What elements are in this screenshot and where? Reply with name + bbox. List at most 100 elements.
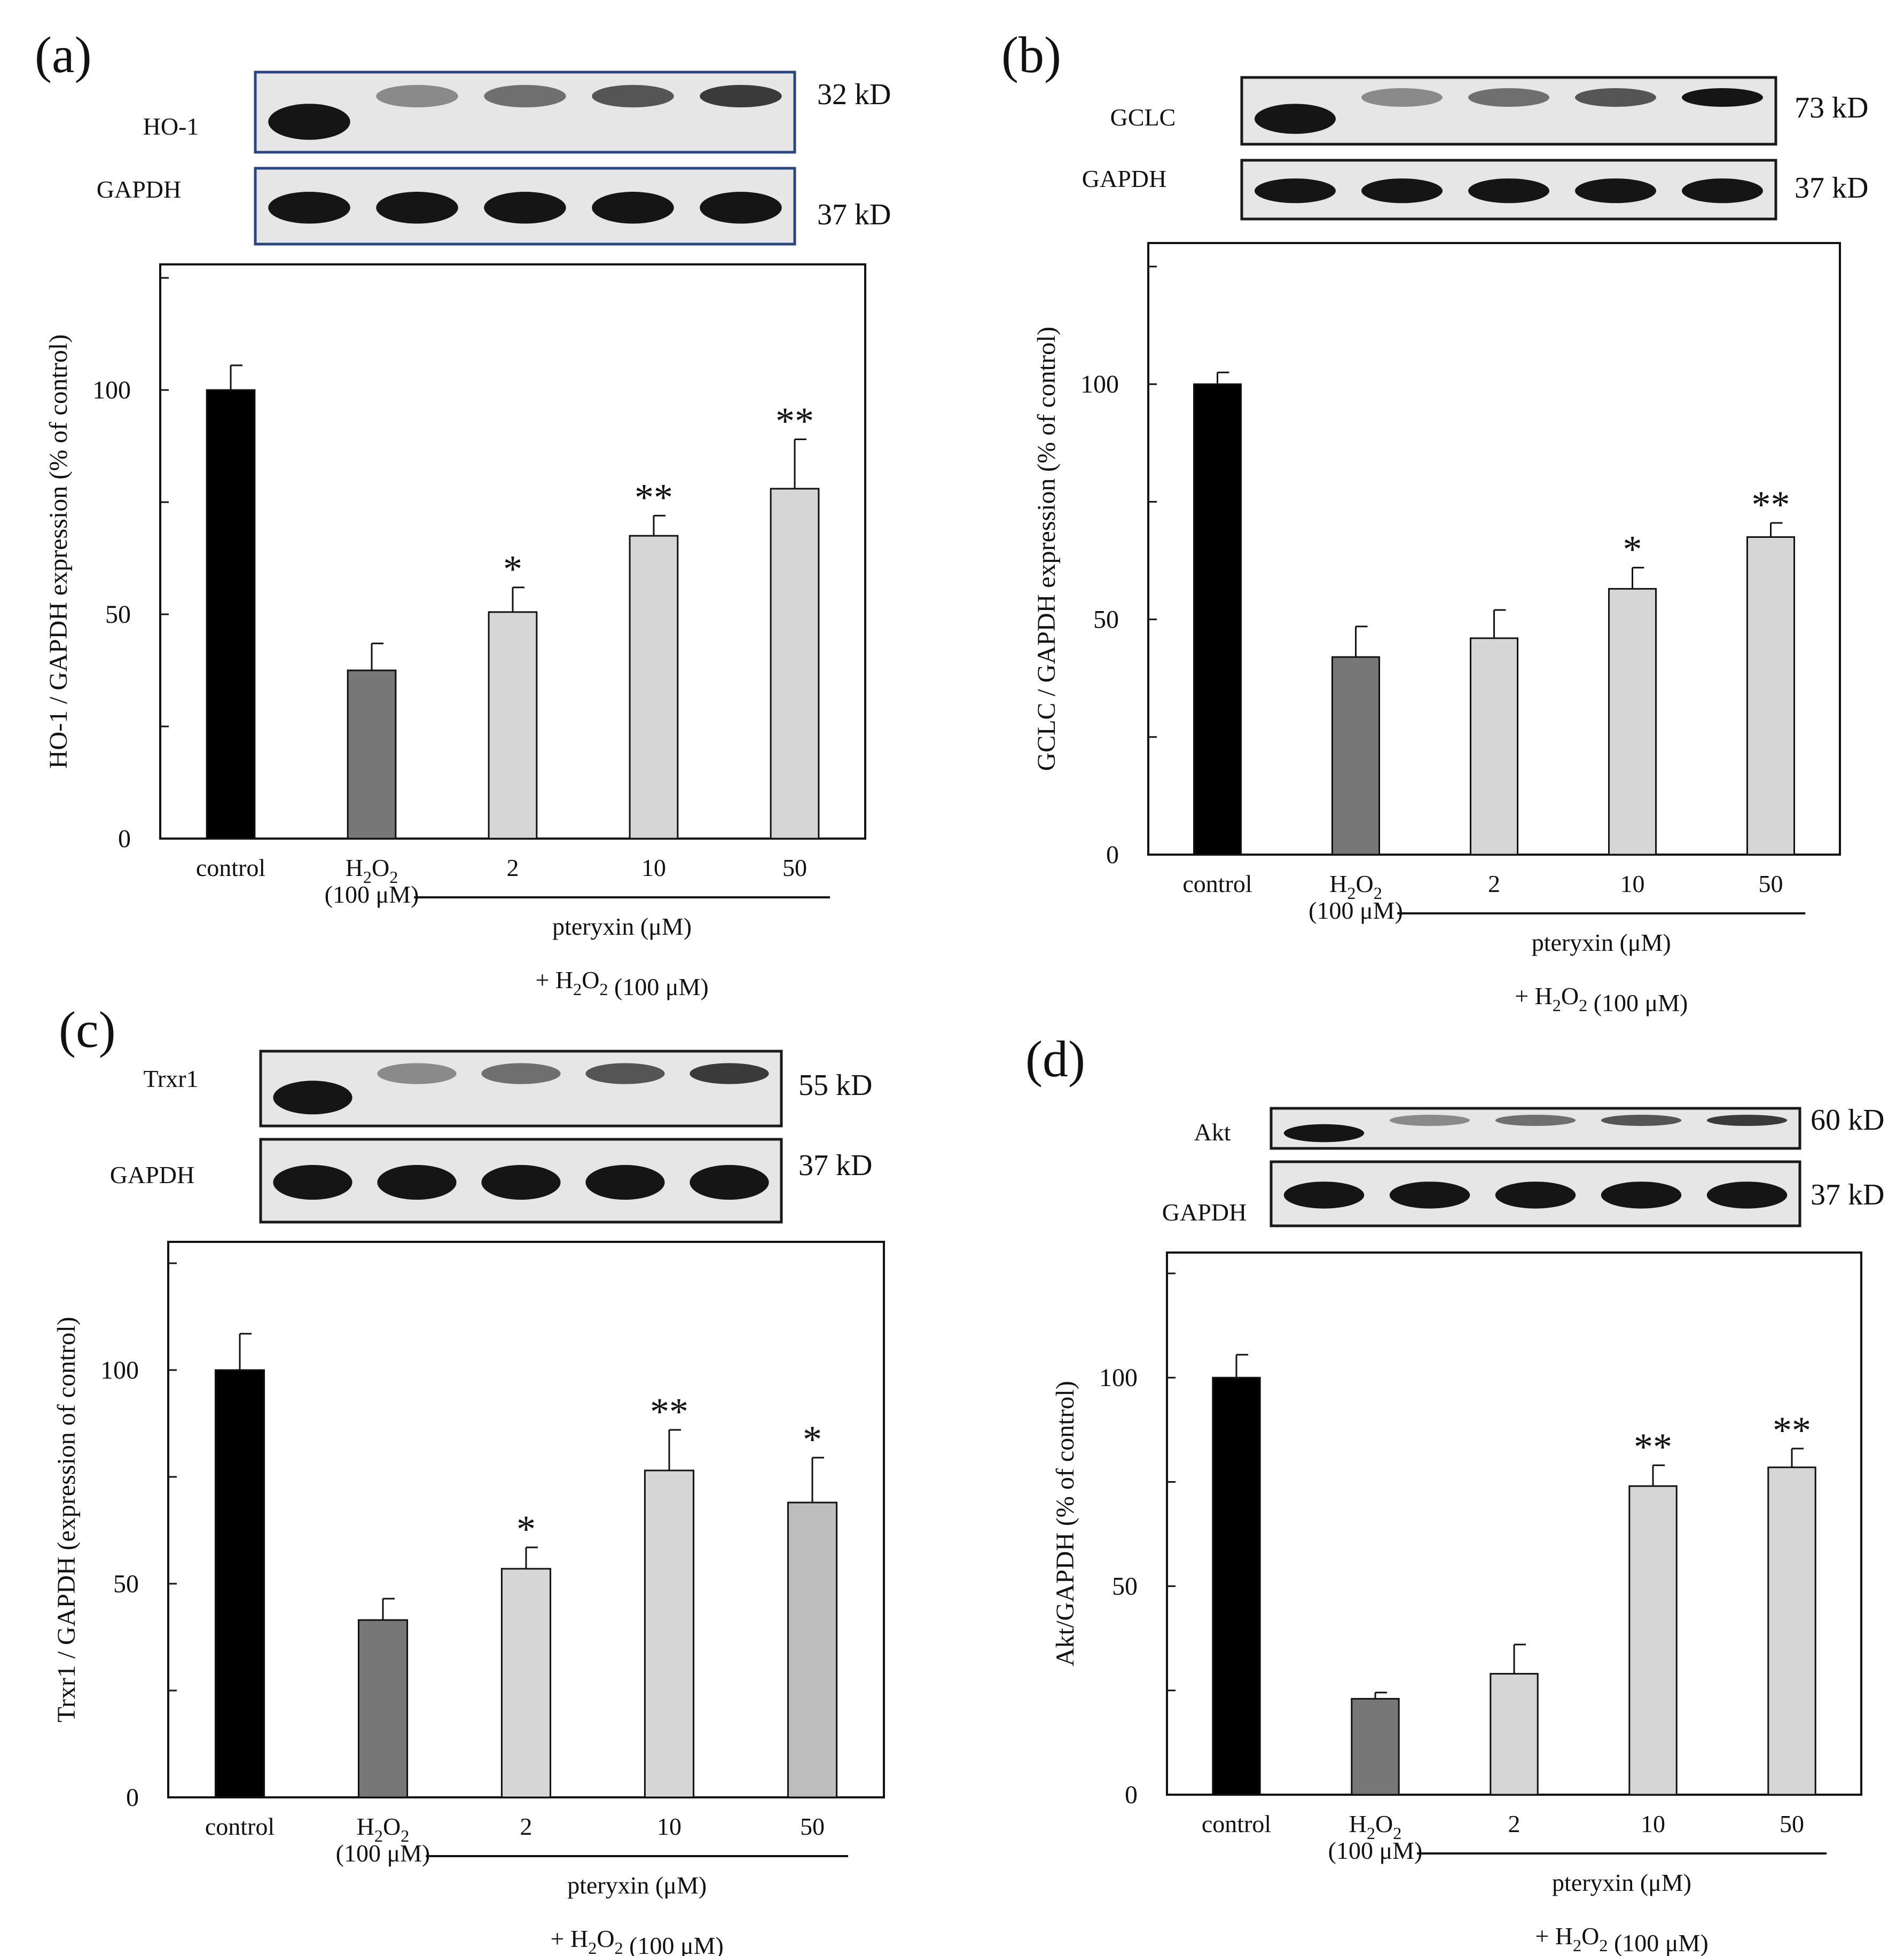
blot-protein-label: GCLC — [1110, 104, 1176, 131]
blot-band — [700, 192, 782, 224]
blot-gapdh — [259, 1138, 783, 1224]
blot-protein-label: GAPDH — [97, 176, 181, 203]
y-tick-label: 50 — [1112, 1572, 1138, 1601]
blot-band — [1682, 178, 1763, 204]
blot-band — [1361, 88, 1443, 107]
bar-10 — [1608, 588, 1657, 856]
category-sublabel: (100 μM) — [336, 1840, 430, 1867]
treatment-footnote: + H2O2 (100 μM) — [1515, 982, 1688, 1016]
blot-band — [1468, 88, 1549, 107]
blot-band — [592, 192, 674, 224]
blot-size-label: 37 kD — [817, 198, 891, 231]
blot-band — [1283, 1124, 1365, 1143]
blot-gapdh — [1240, 159, 1777, 221]
blot-band — [1601, 1115, 1682, 1126]
blot-size-label: 37 kD — [1795, 171, 1868, 205]
panel-label: (c) — [59, 1001, 116, 1058]
bar-50 — [1767, 1466, 1816, 1796]
significance-marker: ** — [1773, 1409, 1811, 1452]
treatment-footnote: + H2O2 (100 μM) — [535, 966, 708, 1000]
blot-band — [1495, 1182, 1576, 1209]
category-label: 10 — [641, 854, 666, 881]
blot-ho1 — [254, 71, 796, 154]
y-tick-label: 100 — [1099, 1364, 1138, 1392]
blot-size-label: 73 kD — [1795, 91, 1868, 124]
category-label: 2 — [520, 1813, 532, 1840]
blot-band — [268, 104, 350, 140]
blot-band — [376, 192, 458, 224]
significance-marker: * — [503, 548, 522, 591]
blot-band — [1575, 88, 1656, 107]
treatment-footnote: + H2O2 (100 μM) — [1535, 1922, 1708, 1956]
blot-band — [1361, 178, 1443, 204]
y-tick-label: 50 — [1093, 606, 1119, 634]
blot-protein-label: HO-1 — [143, 113, 199, 140]
blot-band — [1706, 1182, 1788, 1209]
bar-2 — [500, 1568, 552, 1798]
category-label: H2O2 — [1349, 1810, 1402, 1843]
blot-size-label: 37 kD — [798, 1149, 872, 1182]
bar-2 — [488, 611, 538, 840]
y-axis-label: GCLC / GAPDH expression (% of control) — [1032, 327, 1061, 771]
blot-band — [689, 1165, 769, 1200]
significance-marker: * — [803, 1418, 822, 1461]
bar-50 — [787, 1501, 838, 1798]
blot-band — [700, 85, 782, 107]
category-sublabel: (100 μM) — [1308, 897, 1403, 924]
y-tick-label: 0 — [1106, 841, 1119, 869]
panel-label: (d) — [1025, 1030, 1085, 1087]
blot-band — [1575, 178, 1656, 204]
category-label: control — [196, 854, 265, 881]
category-label: control — [1202, 1810, 1271, 1837]
panel-c: (c) Trxr1 55 kD GAPDH 37 kD 0 50 100 Trxr1 / GAP… — [52, 1001, 885, 1956]
y-tick-label: 0 — [118, 825, 131, 853]
category-label: 10 — [657, 1813, 681, 1840]
blot-band — [1601, 1182, 1682, 1209]
blot-band — [273, 1165, 352, 1200]
category-label: 2 — [1488, 870, 1500, 897]
blot-akt — [1270, 1107, 1801, 1150]
bar-h2o2 — [1331, 656, 1381, 856]
category-label: 50 — [800, 1813, 825, 1840]
blot-band — [1389, 1115, 1470, 1126]
blot-protein-label: GAPDH — [1082, 165, 1166, 192]
category-label: 50 — [1780, 1810, 1804, 1837]
panel-a: (a) HO-1 32 kD GAPDH 37 kD 0 50 100 HO-1 / GAPDH… — [35, 26, 891, 1000]
y-axis-label: HO-1 / GAPDH expression (% of control) — [44, 334, 73, 769]
blot-band — [481, 1165, 561, 1200]
bar-control — [1212, 1376, 1261, 1796]
bar-control — [1193, 383, 1242, 856]
bar-10 — [644, 1469, 695, 1798]
significance-marker: ** — [634, 476, 673, 519]
y-axis-label: Trxr1 / GAPDH (expression of control) — [52, 1317, 81, 1723]
y-tick-label: 0 — [126, 1783, 139, 1812]
y-tick-label: 50 — [113, 1570, 139, 1598]
blot-gapdh — [1270, 1160, 1801, 1227]
blot-gapdh — [254, 167, 796, 246]
blot-band — [377, 1063, 457, 1084]
blot-band — [689, 1063, 769, 1084]
blot-band — [484, 85, 566, 107]
category-label: 2 — [1508, 1810, 1521, 1837]
y-tick-label: 0 — [1125, 1781, 1138, 1809]
bar-50 — [1746, 536, 1796, 856]
category-sublabel: (100 μM) — [1328, 1837, 1423, 1864]
group-label: pteryxin (μM) — [552, 913, 692, 940]
panel-label: (b) — [1001, 26, 1061, 83]
significance-marker: * — [1623, 528, 1642, 571]
group-label: pteryxin (μM) — [567, 1872, 707, 1899]
bar-h2o2 — [1351, 1697, 1400, 1796]
blot-trxr1 — [259, 1050, 783, 1128]
blot-band — [592, 85, 674, 107]
significance-marker: ** — [1634, 1426, 1672, 1468]
blot-protein-label: GAPDH — [1162, 1199, 1247, 1226]
category-label: H2O2 — [346, 854, 398, 887]
blot-size-label: 60 kD — [1811, 1104, 1884, 1137]
blot-band — [1255, 178, 1336, 204]
significance-marker: * — [516, 1508, 536, 1551]
category-label: H2O2 — [1329, 870, 1382, 903]
significance-marker: ** — [775, 400, 814, 443]
category-label: 50 — [1759, 870, 1783, 897]
category-label: control — [1182, 870, 1252, 897]
bar-control — [206, 389, 256, 840]
